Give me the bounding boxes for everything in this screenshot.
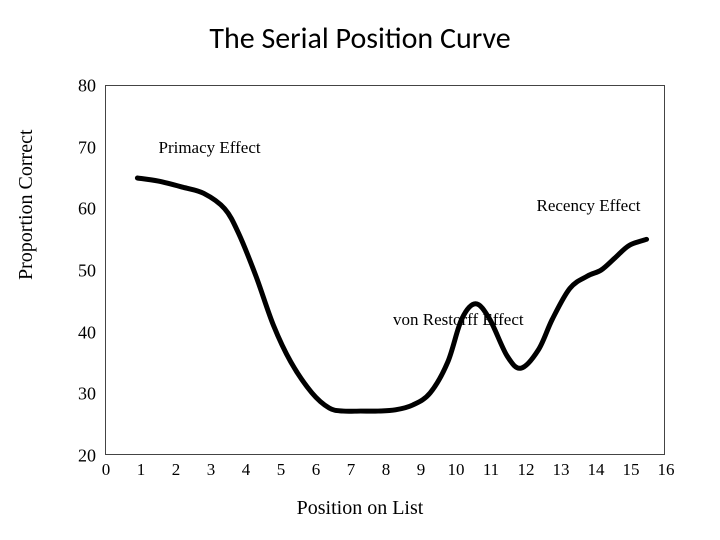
x-tick: 1 [137, 460, 146, 480]
x-tick: 13 [553, 460, 570, 480]
y-tick: 30 [78, 384, 96, 405]
x-tick: 16 [658, 460, 675, 480]
x-tick: 14 [588, 460, 605, 480]
x-tick: 8 [382, 460, 391, 480]
x-tick: 10 [448, 460, 465, 480]
chart-title: The Serial Position Curve [0, 20, 720, 57]
y-tick: 70 [78, 137, 96, 158]
x-tick: 3 [207, 460, 216, 480]
x-tick: 2 [172, 460, 181, 480]
chart-annotation: von Restorff Effect [393, 310, 524, 330]
x-tick: 11 [483, 460, 499, 480]
x-tick: 6 [312, 460, 321, 480]
y-tick: 40 [78, 322, 96, 343]
chart-plot-area: 20304050607080012345678910111213141516Pr… [105, 85, 665, 455]
x-tick: 4 [242, 460, 251, 480]
x-tick: 5 [277, 460, 286, 480]
y-tick: 60 [78, 199, 96, 220]
x-tick: 0 [102, 460, 111, 480]
chart-annotation: Primacy Effect [159, 138, 261, 158]
x-tick: 12 [518, 460, 535, 480]
y-tick: 80 [78, 76, 96, 97]
x-tick: 7 [347, 460, 356, 480]
chart-annotation: Recency Effect [537, 196, 641, 216]
y-axis-label: Proportion Correct [15, 129, 38, 280]
x-tick: 15 [623, 460, 640, 480]
x-axis-label: Position on List [0, 497, 720, 520]
y-tick: 20 [78, 446, 96, 467]
x-tick: 9 [417, 460, 426, 480]
y-tick: 50 [78, 261, 96, 282]
